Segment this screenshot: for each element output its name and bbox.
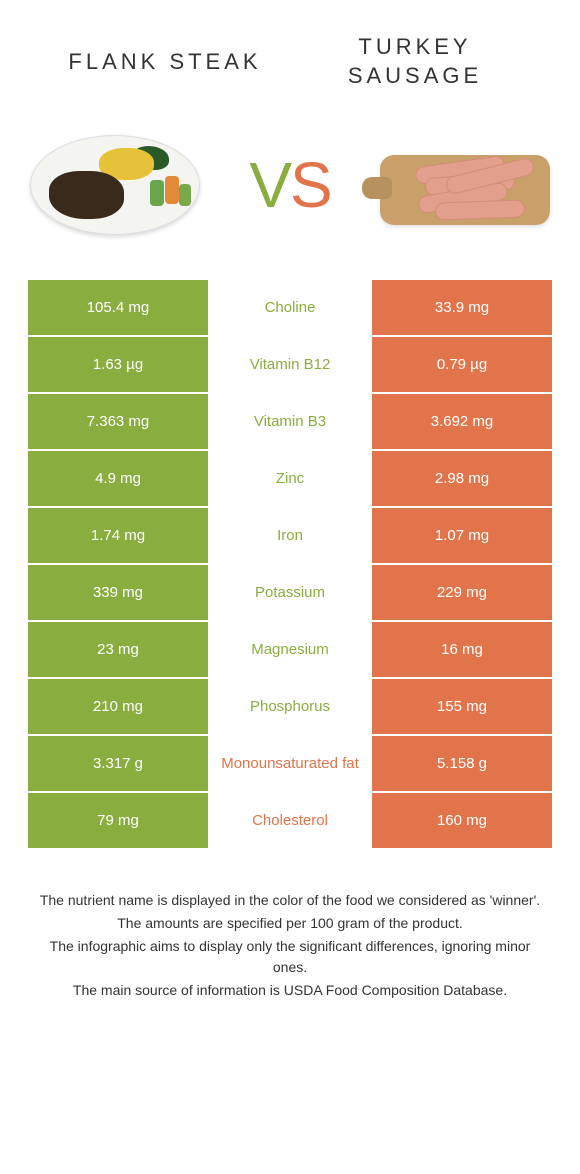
left-value-cell: 79 mg — [28, 793, 208, 848]
left-value-cell: 339 mg — [28, 565, 208, 620]
left-value-cell: 4.9 mg — [28, 451, 208, 506]
table-row: 3.317 gMonounsaturated fat5.158 g — [28, 736, 552, 793]
nutrient-label-cell: Vitamin B12 — [208, 337, 372, 392]
table-row: 210 mgPhosphorus155 mg — [28, 679, 552, 736]
right-value-cell: 0.79 µg — [372, 337, 552, 392]
vs-s: S — [290, 148, 331, 222]
nutrient-label-cell: Zinc — [208, 451, 372, 506]
nutrient-table: 105.4 mgCholine33.9 mg1.63 µgVitamin B12… — [0, 280, 580, 850]
right-value-cell: 5.158 g — [372, 736, 552, 791]
table-row: 1.63 µgVitamin B120.79 µg — [28, 337, 552, 394]
table-row: 339 mgPotassium229 mg — [28, 565, 552, 622]
footer-notes: The nutrient name is displayed in the co… — [0, 850, 580, 1001]
sausage-board-icon — [380, 135, 550, 235]
right-value-cell: 2.98 mg — [372, 451, 552, 506]
table-row: 4.9 mgZinc2.98 mg — [28, 451, 552, 508]
nutrient-label-cell: Magnesium — [208, 622, 372, 677]
vs-v: V — [249, 148, 290, 222]
right-value-cell: 16 mg — [372, 622, 552, 677]
left-value-cell: 23 mg — [28, 622, 208, 677]
right-value-cell: 229 mg — [372, 565, 552, 620]
steak-plate-icon — [30, 135, 200, 235]
left-value-cell: 3.317 g — [28, 736, 208, 791]
nutrient-label-cell: Vitamin B3 — [208, 394, 372, 449]
right-value-cell: 3.692 mg — [372, 394, 552, 449]
nutrient-label-cell: Phosphorus — [208, 679, 372, 734]
vs-label: VS — [249, 148, 330, 222]
vs-row: VS — [0, 110, 580, 280]
right-value-cell: 160 mg — [372, 793, 552, 848]
left-food-image — [20, 125, 210, 245]
footer-line: The infographic aims to display only the… — [38, 936, 542, 978]
table-row: 105.4 mgCholine33.9 mg — [28, 280, 552, 337]
left-food-title: FLANK STEAK — [40, 48, 290, 77]
nutrient-label-cell: Potassium — [208, 565, 372, 620]
footer-line: The amounts are specified per 100 gram o… — [38, 913, 542, 934]
right-food-title: TURKEY SAUSAGE — [290, 33, 540, 90]
left-value-cell: 1.63 µg — [28, 337, 208, 392]
table-row: 7.363 mgVitamin B33.692 mg — [28, 394, 552, 451]
table-row: 79 mgCholesterol160 mg — [28, 793, 552, 850]
table-row: 23 mgMagnesium16 mg — [28, 622, 552, 679]
right-food-image — [370, 125, 560, 245]
nutrient-label-cell: Monounsaturated fat — [208, 736, 372, 791]
footer-line: The main source of information is USDA F… — [38, 980, 542, 1001]
header: FLANK STEAK TURKEY SAUSAGE — [0, 0, 580, 110]
left-value-cell: 1.74 mg — [28, 508, 208, 563]
left-value-cell: 7.363 mg — [28, 394, 208, 449]
nutrient-label-cell: Choline — [208, 280, 372, 335]
right-value-cell: 33.9 mg — [372, 280, 552, 335]
right-value-cell: 155 mg — [372, 679, 552, 734]
left-value-cell: 105.4 mg — [28, 280, 208, 335]
nutrient-label-cell: Cholesterol — [208, 793, 372, 848]
nutrient-label-cell: Iron — [208, 508, 372, 563]
left-value-cell: 210 mg — [28, 679, 208, 734]
table-row: 1.74 mgIron1.07 mg — [28, 508, 552, 565]
right-value-cell: 1.07 mg — [372, 508, 552, 563]
footer-line: The nutrient name is displayed in the co… — [38, 890, 542, 911]
